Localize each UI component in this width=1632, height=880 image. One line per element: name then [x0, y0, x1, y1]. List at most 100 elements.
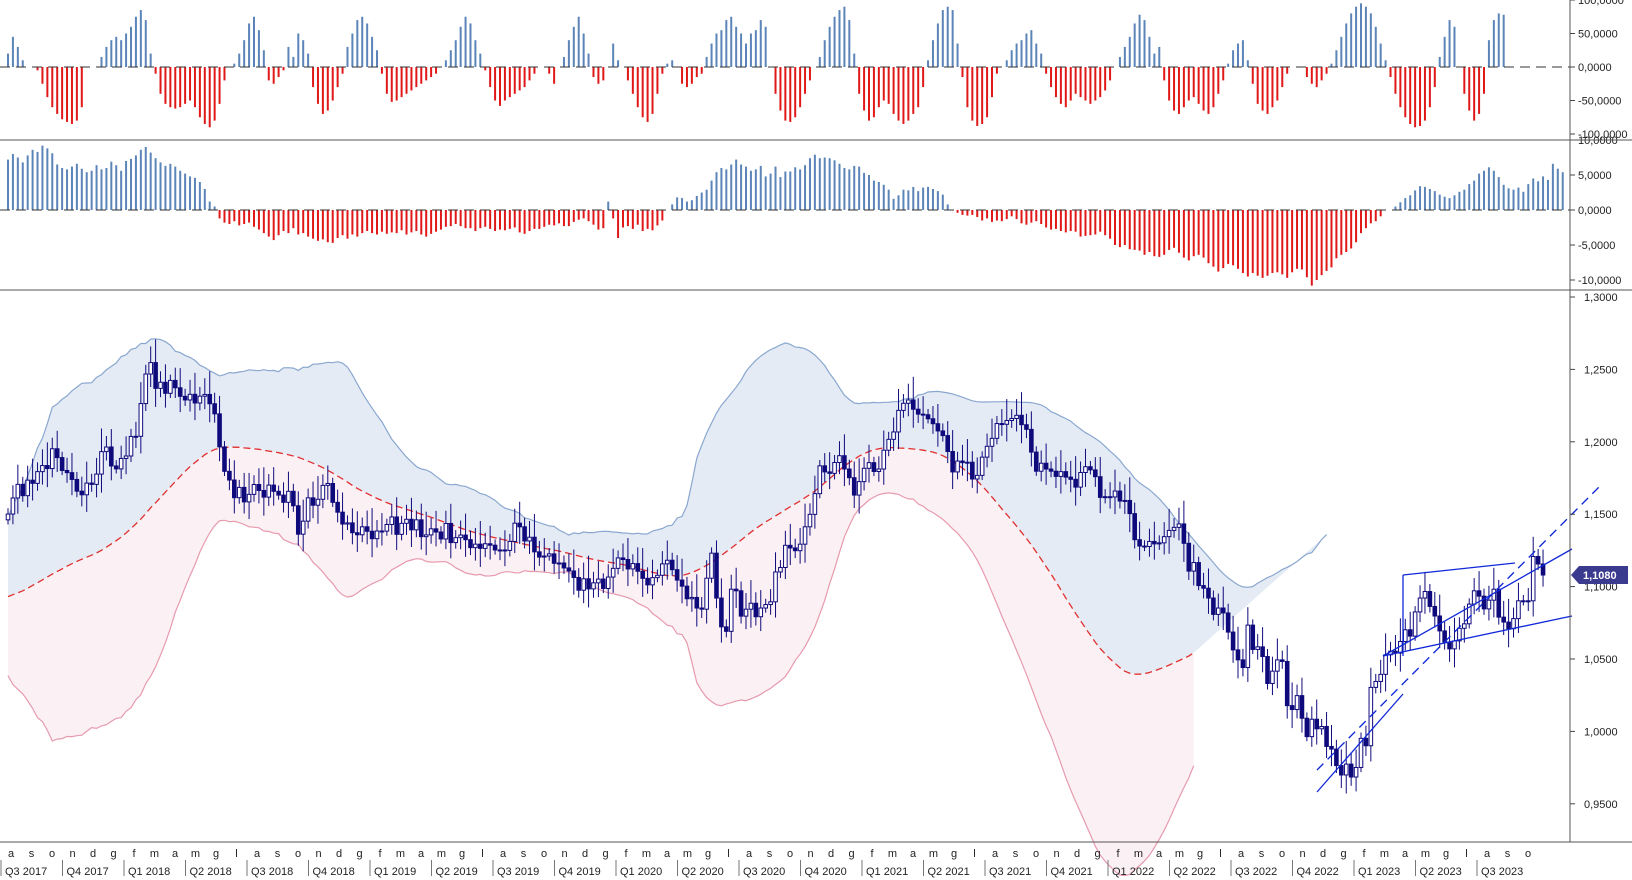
month-label: n	[1299, 848, 1305, 860]
candle	[473, 527, 478, 561]
month-label: m	[1421, 848, 1430, 860]
candle	[792, 538, 798, 559]
candle	[168, 374, 173, 398]
candle	[847, 459, 852, 486]
candle	[1447, 625, 1452, 662]
candle	[1393, 634, 1398, 667]
candle	[1309, 706, 1315, 747]
candle	[300, 499, 306, 552]
candle	[266, 474, 272, 506]
candle	[330, 477, 336, 507]
candle	[232, 460, 237, 514]
candle	[1260, 627, 1265, 673]
month-label: f	[132, 848, 136, 860]
candle	[1525, 588, 1531, 611]
candle	[1004, 399, 1010, 442]
candle	[172, 367, 178, 398]
candle	[1373, 673, 1379, 694]
lower-osc-tick-label: 0,0000	[1578, 205, 1612, 217]
candle	[187, 379, 193, 412]
candle	[1255, 634, 1260, 660]
candle	[1093, 457, 1098, 487]
candle	[1063, 462, 1069, 485]
candle	[758, 590, 764, 632]
candle	[286, 471, 291, 519]
candle	[886, 431, 891, 457]
candle	[728, 574, 734, 643]
candle	[620, 543, 626, 572]
candle	[1324, 711, 1329, 759]
candle	[832, 454, 837, 480]
candle	[915, 398, 921, 423]
month-label: a	[1238, 848, 1245, 860]
candle	[99, 428, 104, 493]
candle	[1043, 443, 1049, 485]
candle	[1216, 593, 1221, 626]
candle	[1462, 605, 1467, 643]
quarter-label: Q1 2018	[128, 866, 170, 878]
candle	[527, 521, 532, 554]
candle	[719, 578, 724, 643]
candle	[684, 576, 690, 607]
month-label: n	[69, 848, 75, 860]
candle	[59, 451, 65, 476]
month-label: f	[378, 848, 382, 860]
candle	[1078, 461, 1083, 496]
candle	[605, 564, 611, 599]
month-label: g	[1197, 848, 1203, 860]
quarter-label: Q4 2022	[1297, 866, 1339, 878]
candle	[1201, 572, 1206, 599]
candle	[664, 540, 670, 580]
candle	[802, 503, 808, 563]
month-label: g	[213, 848, 219, 860]
quarter-label: Q3 2018	[251, 866, 293, 878]
candle	[374, 519, 380, 548]
candle	[1422, 571, 1428, 614]
month-label: l	[481, 848, 483, 860]
trendline-support	[1316, 693, 1404, 793]
candle	[335, 489, 340, 523]
month-label: n	[315, 848, 321, 860]
candle	[295, 491, 301, 546]
candle	[1407, 611, 1413, 651]
candle	[763, 598, 768, 613]
candle	[399, 515, 404, 541]
month-label: a	[1156, 848, 1163, 860]
candle	[925, 408, 931, 424]
candle	[1535, 548, 1541, 571]
candle	[1102, 489, 1108, 504]
candle	[851, 461, 857, 509]
month-label: m	[1175, 848, 1184, 860]
last-price-label: 1,1080	[1583, 570, 1617, 582]
candle	[1471, 578, 1477, 615]
candle	[1097, 457, 1103, 514]
candle	[1402, 618, 1408, 651]
candle	[856, 458, 862, 514]
candle	[1112, 469, 1118, 515]
candle	[1240, 648, 1246, 677]
price-tick-label: 1,1500	[1584, 509, 1618, 521]
month-label: l	[235, 848, 237, 860]
candle	[458, 520, 463, 550]
candle	[305, 488, 311, 529]
candle	[502, 530, 508, 567]
candle	[1481, 588, 1487, 615]
candle	[778, 559, 783, 578]
candle	[158, 371, 163, 398]
candle	[581, 562, 586, 604]
month-label: a	[8, 848, 15, 860]
candle	[5, 508, 11, 525]
month-label: m	[642, 848, 651, 860]
candle	[891, 417, 896, 451]
quarter-label: Q1 2019	[374, 866, 416, 878]
candle	[596, 561, 601, 598]
month-label: g	[602, 848, 608, 860]
candle	[1048, 461, 1054, 478]
month-label: a	[1402, 848, 1409, 860]
candle	[532, 514, 537, 571]
month-label: g	[1443, 848, 1449, 860]
quarter-label: Q2 2021	[928, 866, 970, 878]
candle	[807, 503, 813, 536]
price-tick-label: 0,9500	[1584, 799, 1618, 811]
